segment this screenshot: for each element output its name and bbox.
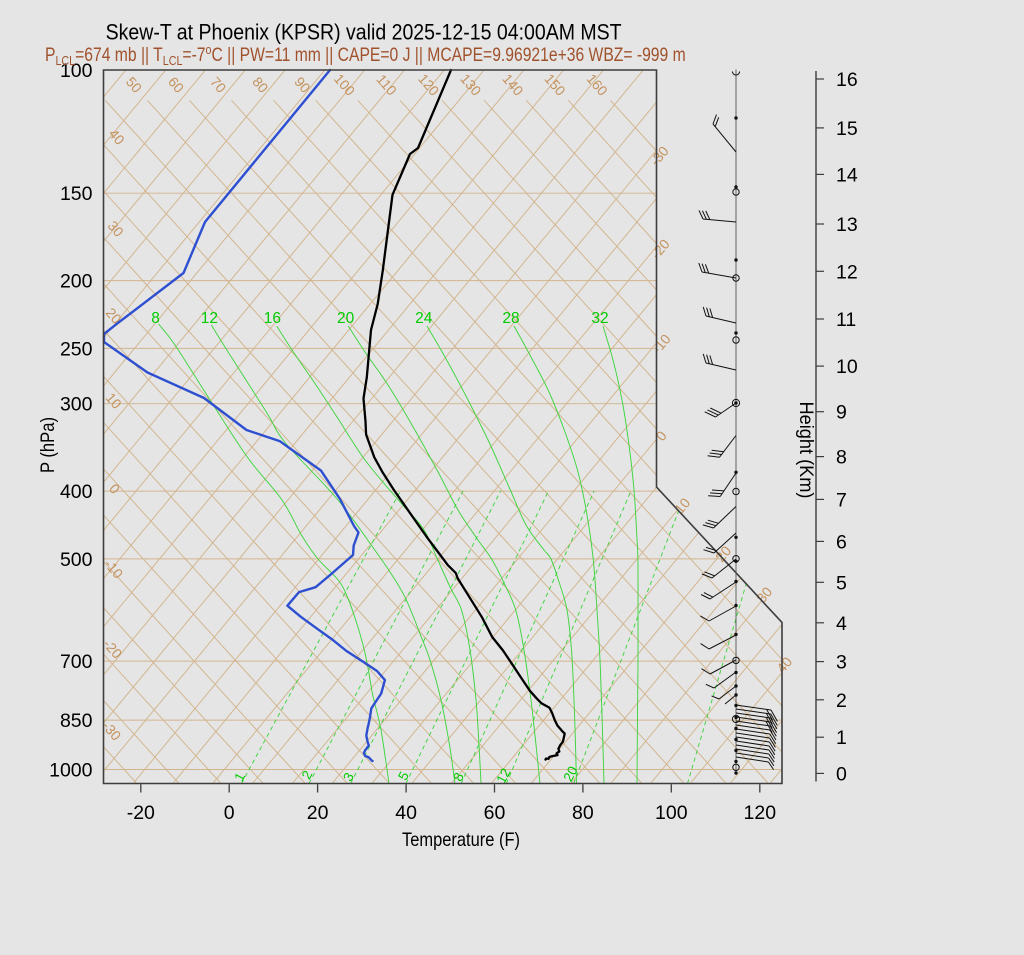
svg-text:500: 500 [60,549,93,571]
svg-text:28: 28 [502,310,519,327]
svg-text:8: 8 [836,447,847,469]
svg-text:12: 12 [201,310,218,327]
svg-text:20: 20 [337,310,355,327]
svg-text:100: 100 [655,802,688,824]
svg-text:14: 14 [836,164,858,186]
svg-text:200: 200 [60,271,93,293]
svg-text:4: 4 [836,613,847,635]
svg-text:Height (Km): Height (Km) [795,402,817,499]
svg-text:120: 120 [744,802,777,824]
svg-text:6: 6 [836,531,847,553]
svg-text:5: 5 [836,572,847,594]
svg-text:10: 10 [836,356,858,378]
svg-text:40: 40 [395,802,417,824]
svg-text:11: 11 [836,309,856,331]
svg-text:60: 60 [484,802,506,824]
svg-text:Skew-T at Phoenix (KPSR) valid: Skew-T at Phoenix (KPSR) valid 2025-12-1… [106,20,622,45]
svg-text:8: 8 [151,310,160,327]
svg-text:250: 250 [60,338,93,360]
svg-text:0: 0 [836,763,847,785]
svg-text:300: 300 [60,394,93,416]
svg-text:16: 16 [264,310,281,327]
svg-text:850: 850 [60,710,93,732]
svg-text:PLCL=674 mb || TLCL=-7oC || PW: PLCL=674 mb || TLCL=-7oC || PW=11 mm || … [45,42,686,68]
svg-text:15: 15 [836,118,858,140]
svg-text:12: 12 [836,261,858,283]
svg-text:-20: -20 [127,802,155,824]
svg-text:80: 80 [572,802,594,824]
svg-text:100: 100 [60,60,93,82]
svg-text:13: 13 [836,214,858,236]
svg-text:9: 9 [836,402,847,424]
svg-text:P (hPa): P (hPa) [37,417,59,473]
svg-text:32: 32 [591,310,608,327]
svg-text:1000: 1000 [49,760,93,782]
svg-text:1: 1 [836,727,847,749]
svg-text:700: 700 [60,651,93,673]
svg-text:Temperature (F): Temperature (F) [402,829,520,851]
svg-text:3: 3 [836,652,847,674]
svg-text:12: 12 [493,766,513,786]
svg-text:20: 20 [560,764,580,784]
svg-text:24: 24 [415,310,433,327]
svg-text:7: 7 [836,489,847,511]
svg-text:400: 400 [60,481,93,503]
svg-text:150: 150 [60,183,93,205]
svg-text:0: 0 [224,802,235,824]
svg-text:16: 16 [836,69,858,91]
svg-text:2: 2 [836,690,847,712]
svg-text:20: 20 [307,802,329,824]
